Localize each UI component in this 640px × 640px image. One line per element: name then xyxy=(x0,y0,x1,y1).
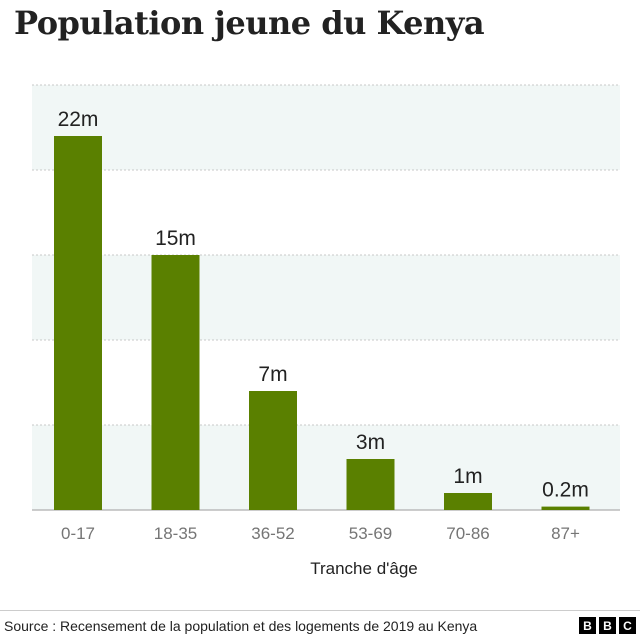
data-label: 0.2m xyxy=(542,479,589,502)
x-tick-label: 18-35 xyxy=(154,524,197,543)
bbc-logo-letter: B xyxy=(579,617,596,634)
source-note: Source : Recensement de la population et… xyxy=(4,618,478,634)
bar-chart: 22m 15m 7m 3m 1m 0.2m 0-17 18-35 36-52 53-69 70-8… xyxy=(32,84,620,578)
bar-70-86 xyxy=(444,493,492,510)
data-label: 3m xyxy=(356,431,385,454)
x-axis-label: Tranche d'âge xyxy=(310,559,418,578)
data-label: 22m xyxy=(58,108,99,131)
footer-divider xyxy=(0,610,640,611)
x-tick-label: 70-86 xyxy=(446,524,489,543)
bbc-logo-letter: C xyxy=(619,617,636,634)
grid-band xyxy=(32,255,620,340)
bar-0-17 xyxy=(54,136,102,510)
data-label: 7m xyxy=(258,363,287,386)
x-tick-label: 87+ xyxy=(551,524,580,543)
data-label: 1m xyxy=(453,465,482,488)
bbc-logo: B B C xyxy=(579,617,636,634)
x-tick-label: 53-69 xyxy=(349,524,392,543)
x-tick-label: 36-52 xyxy=(251,524,294,543)
bbc-logo-letter: B xyxy=(599,617,616,634)
bar-36-52 xyxy=(249,391,297,510)
grid-band xyxy=(32,425,620,510)
x-tick-label: 0-17 xyxy=(61,524,95,543)
data-label: 15m xyxy=(155,227,196,250)
bar-53-69 xyxy=(346,459,395,510)
bar-87+ xyxy=(541,506,590,510)
chart-title: Population jeune du Kenya xyxy=(14,4,485,42)
bar-18-35 xyxy=(151,255,200,510)
grid-band xyxy=(32,85,620,170)
